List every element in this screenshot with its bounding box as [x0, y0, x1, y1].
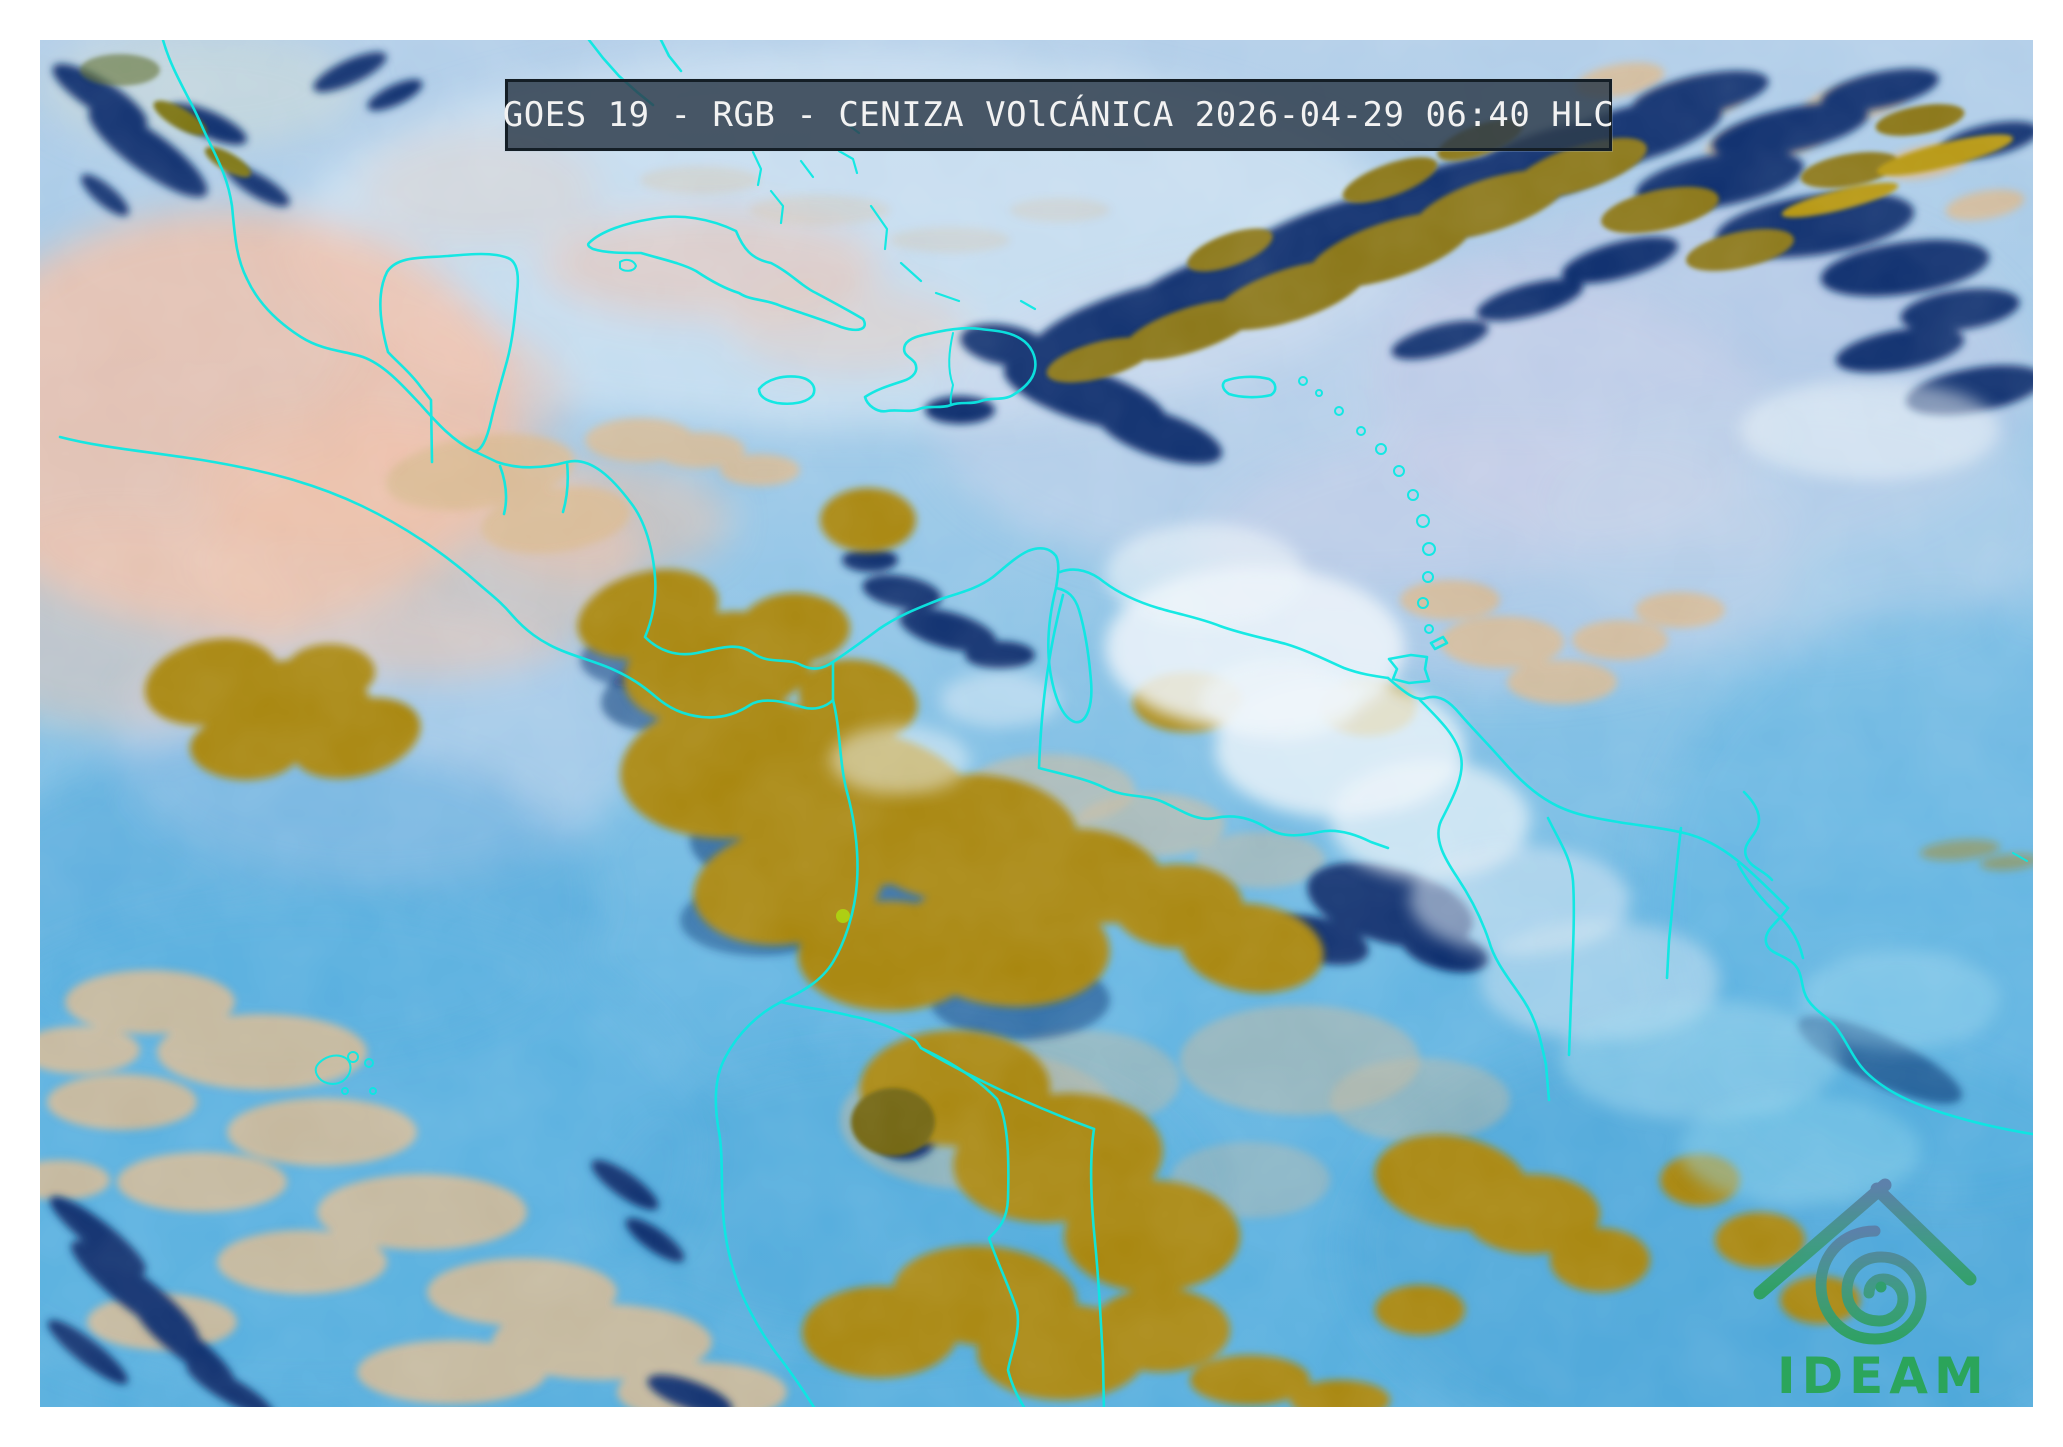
- ideam-logo-mark: [1753, 1178, 1977, 1345]
- border-isla-juventud: [619, 258, 637, 272]
- border-amazon-coast: [1764, 906, 2033, 1136]
- country-borders: [58, 40, 2033, 1407]
- border-pacific-coast: [58, 435, 835, 719]
- cloud-texture: [40, 40, 2033, 1407]
- border-ecuador-peru-interior: [779, 1000, 1026, 1407]
- border-haiti-dr: [948, 332, 954, 406]
- border-right-edge-tick: [2012, 852, 2028, 862]
- border-guyana-venezuela: [1418, 698, 1551, 1102]
- border-suriname-guiana: [1665, 826, 1683, 980]
- border-jamaica: [757, 375, 816, 406]
- amazon-river: [1742, 790, 1774, 882]
- title-text: GOES 19 - RGB - CENIZA VOlCÁNICA 2026-04…: [502, 95, 1615, 135]
- border-ecuador-peru-coast: [714, 698, 859, 1407]
- border-mexico-gulf-coast: [161, 40, 499, 464]
- spiral-icon: [1815, 1225, 1927, 1345]
- border-colombia-south: [919, 1046, 1096, 1131]
- border-lake-maracaibo: [1047, 586, 1093, 724]
- border-guianas-coast: [1386, 676, 1790, 910]
- satellite-map: GOES 19 - RGB - CENIZA VOlCÁNICA 2026-04…: [40, 40, 2033, 1407]
- title-bar: GOES 19 - RGB - CENIZA VOlCÁNICA 2026-04…: [502, 79, 1615, 151]
- border-colombia-caribbean: [831, 546, 1060, 664]
- border-lesser-antilles: [1298, 376, 1436, 634]
- border-hispaniola: [863, 326, 1037, 413]
- border-puerto-rico: [1221, 375, 1277, 399]
- ideam-logo: IDEAM: [1745, 1175, 2033, 1407]
- border-guyana-suriname: [1546, 816, 1576, 1057]
- border-yucatan: [379, 252, 520, 464]
- mountain-icon: [1753, 1178, 1977, 1300]
- border-colombia-venezuela: [1037, 593, 1390, 850]
- satellite-imagery: [40, 40, 2033, 1407]
- border-galapagos: [314, 1051, 377, 1095]
- border-interior-central-america: [498, 460, 570, 516]
- border-central-america-caribbean: [495, 459, 835, 670]
- border-cuba: [586, 215, 866, 332]
- border-venezuela-coast: [1058, 568, 1390, 680]
- ideam-logo-text: IDEAM: [1777, 1347, 1990, 1405]
- border-peru-brazil: [1089, 1127, 1106, 1407]
- border-guiana-brazil: [1736, 862, 1805, 960]
- border-trinidad-tobago: [1387, 635, 1449, 685]
- spiral-eye-dot: [1875, 1281, 1887, 1293]
